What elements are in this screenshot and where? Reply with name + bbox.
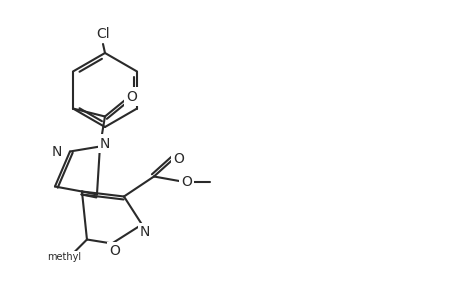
Text: O: O [181,175,192,188]
Text: O: O [109,244,120,259]
Text: N: N [140,226,150,239]
Text: N: N [100,136,110,151]
Text: O: O [173,152,184,166]
Text: O: O [126,89,137,103]
Text: Cl: Cl [96,27,110,41]
Text: N: N [51,145,62,158]
Text: methyl: methyl [47,253,81,262]
